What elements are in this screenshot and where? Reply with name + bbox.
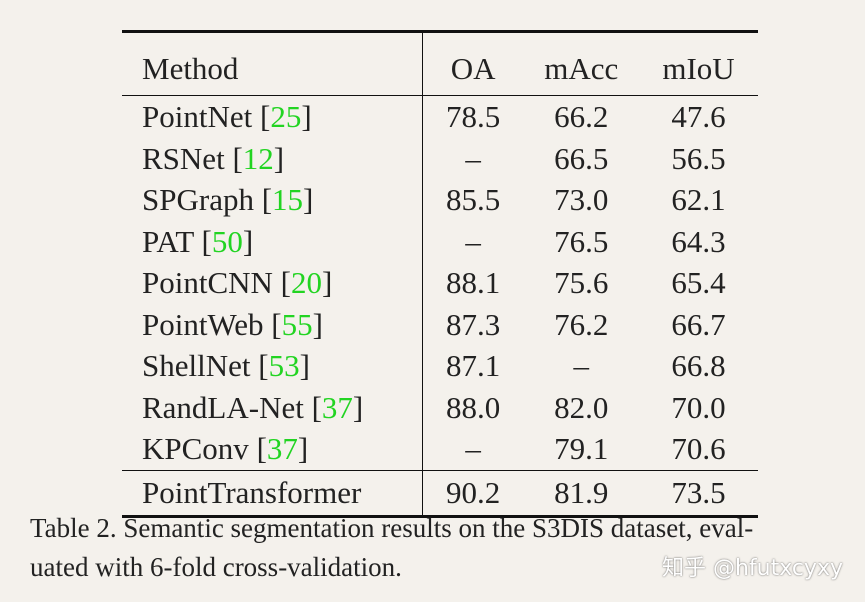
table-caption: Table 2. Semantic segmentation results o… xyxy=(30,509,850,587)
miou-cell: 70.0 xyxy=(671,389,726,425)
macc-cell: 73.0 xyxy=(554,182,609,218)
table-row: RSNet [12] – 66.5 56.5 xyxy=(122,137,758,179)
method-name: PointWeb xyxy=(142,306,264,342)
table-body: PointNet [25] 78.5 66.2 47.6 RSNet [12] … xyxy=(122,95,758,470)
table-row: SPGraph [15] 85.5 73.0 62.1 xyxy=(122,179,758,221)
macc-cell: – xyxy=(573,348,590,384)
header-row: Method OA mAcc mIoU xyxy=(122,31,758,96)
method-name: PointNet xyxy=(142,99,253,135)
table-final-section: PointTransformer 90.2 81.9 73.5 xyxy=(122,470,758,516)
macc-cell: 66.5 xyxy=(554,140,609,176)
oa-cell: 87.1 xyxy=(445,348,501,384)
table-row: RandLA-Net [37] 88.0 82.0 70.0 xyxy=(122,386,758,428)
method-cell: ShellNet [53] xyxy=(122,345,423,387)
oa-cell: – xyxy=(465,140,481,176)
citation-link[interactable]: 50 xyxy=(211,223,243,259)
method-name: ShellNet xyxy=(142,348,251,384)
oa-cell: 85.5 xyxy=(445,182,501,218)
miou-cell: 70.6 xyxy=(671,431,726,467)
macc-cell: 76.2 xyxy=(554,306,609,342)
macc-cell: 75.6 xyxy=(554,265,609,301)
method-name: PAT xyxy=(142,223,194,259)
header-method: Method xyxy=(122,31,423,96)
results-table-container: Method OA mAcc mIoU PointNet [25] 78.5 6… xyxy=(122,30,758,518)
macc-cell: 66.2 xyxy=(554,99,609,135)
table-row: PAT [50] – 76.5 64.3 xyxy=(122,220,758,262)
miou-cell: 56.5 xyxy=(671,140,726,176)
header-oa: OA xyxy=(450,50,496,86)
method-name: RSNet xyxy=(142,140,225,176)
method-cell: RSNet [12] xyxy=(122,137,423,179)
method-cell: PointCNN [20] xyxy=(122,262,423,304)
table-row: ShellNet [53] 87.1 – 66.8 xyxy=(122,345,758,387)
method-cell: SPGraph [15] xyxy=(122,179,423,221)
final-method-cell: PointTransformer xyxy=(122,470,423,516)
caption-line-1: Table 2. Semantic segmentation results o… xyxy=(30,513,754,543)
method-cell: PointNet [25] xyxy=(122,95,423,138)
citation-link[interactable]: 55 xyxy=(281,306,313,342)
method-name: RandLA-Net xyxy=(142,389,304,425)
miou-cell: 64.3 xyxy=(671,223,726,259)
citation-link[interactable]: 20 xyxy=(291,265,322,301)
oa-cell: 87.3 xyxy=(445,306,501,342)
macc-cell: 79.1 xyxy=(554,431,609,467)
citation-link[interactable]: 37 xyxy=(266,431,298,467)
table-row: PointCNN [20] 88.1 75.6 65.4 xyxy=(122,262,758,304)
results-table: Method OA mAcc mIoU PointNet [25] 78.5 6… xyxy=(122,30,758,518)
citation-link[interactable]: 12 xyxy=(242,140,274,176)
method-cell: RandLA-Net [37] xyxy=(122,386,423,428)
table-row: KPConv [37] – 79.1 70.6 xyxy=(122,428,758,470)
citation-link[interactable]: 15 xyxy=(272,182,304,218)
miou-cell: 66.8 xyxy=(671,348,726,384)
macc-cell: 76.5 xyxy=(554,223,609,259)
final-row: PointTransformer 90.2 81.9 73.5 xyxy=(122,470,758,516)
miou-cell: 66.7 xyxy=(671,306,726,342)
oa-cell: 88.0 xyxy=(445,389,501,425)
miou-cell: 47.6 xyxy=(671,99,726,135)
method-name: SPGraph xyxy=(142,182,254,218)
final-oa-cell: 90.2 xyxy=(445,475,501,510)
oa-cell: – xyxy=(465,431,481,467)
table-header: Method OA mAcc mIoU xyxy=(122,31,758,96)
oa-cell: 88.1 xyxy=(445,265,501,301)
watermark: 知乎 @hfutxcyxy xyxy=(661,556,843,581)
miou-cell: 62.1 xyxy=(671,182,726,218)
header-macc: mAcc xyxy=(544,50,619,86)
citation-link[interactable]: 53 xyxy=(268,348,300,384)
table-row: PointWeb [55] 87.3 76.2 66.7 xyxy=(122,303,758,345)
method-name: PointCNN xyxy=(142,265,273,301)
oa-cell: – xyxy=(465,223,481,259)
miou-cell: 65.4 xyxy=(671,265,726,301)
citation-link[interactable]: 25 xyxy=(270,99,302,135)
caption-line-2: uated with 6-fold cross-validation. xyxy=(30,552,402,582)
method-cell: PointWeb [55] xyxy=(122,303,423,345)
method-cell: KPConv [37] xyxy=(122,428,423,470)
oa-cell: 78.5 xyxy=(445,99,501,135)
method-name: KPConv xyxy=(142,431,249,467)
header-miou: mIoU xyxy=(662,50,735,86)
table-row: PointNet [25] 78.5 66.2 47.6 xyxy=(122,95,758,138)
macc-cell: 82.0 xyxy=(554,389,609,425)
final-macc-cell: 81.9 xyxy=(554,475,609,510)
citation-link[interactable]: 37 xyxy=(321,389,353,425)
method-cell: PAT [50] xyxy=(122,220,423,262)
final-miou-cell: 73.5 xyxy=(671,475,726,510)
